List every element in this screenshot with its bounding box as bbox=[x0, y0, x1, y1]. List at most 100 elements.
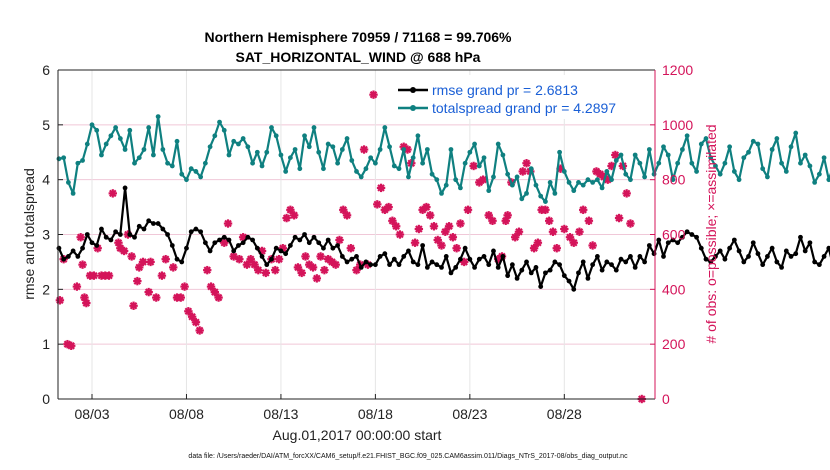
obs-point-stroke bbox=[195, 326, 204, 335]
totalspread-series-point bbox=[467, 149, 473, 155]
obs-point-stroke bbox=[384, 203, 393, 211]
rmse-series-point bbox=[448, 270, 454, 276]
rmse-series-point bbox=[646, 243, 652, 248]
totalspread-series-point bbox=[151, 152, 156, 158]
rmse-series-point bbox=[661, 254, 666, 259]
totalspread-series-point bbox=[519, 196, 525, 202]
obs-point bbox=[203, 265, 212, 275]
obs-point-stroke bbox=[286, 206, 295, 214]
rmse-series-point bbox=[127, 232, 133, 237]
totalspread-series-point bbox=[812, 180, 818, 185]
totalspread-series-point bbox=[155, 114, 161, 120]
obs-point-stroke bbox=[426, 211, 434, 220]
obs-point-stroke bbox=[545, 217, 553, 225]
rmse-series-point bbox=[576, 270, 581, 276]
rmse-series-point bbox=[533, 265, 539, 270]
rmse-series-point bbox=[94, 243, 100, 248]
totalspread-series-point bbox=[269, 125, 274, 130]
rmse-series-point bbox=[779, 265, 784, 270]
totalspread-series-point bbox=[254, 149, 260, 155]
rmse-series-point bbox=[769, 245, 775, 251]
obs-point-stroke bbox=[297, 269, 306, 277]
totalspread-series-point bbox=[250, 160, 255, 166]
totalspread-series-point bbox=[552, 190, 558, 196]
x-axis-label: Aug.01,2017 00:00:00 start bbox=[273, 427, 442, 443]
totalspread-series-point bbox=[462, 160, 468, 166]
y-right-tick-label: 1000 bbox=[662, 117, 693, 133]
totalspread-series-point bbox=[708, 155, 714, 161]
totalspread-series-point bbox=[165, 160, 170, 166]
obs-point-stroke bbox=[120, 247, 128, 255]
rmse-series-point bbox=[826, 245, 830, 251]
obs-point bbox=[312, 274, 322, 283]
totalspread-series-point bbox=[495, 141, 501, 147]
rmse-series-point bbox=[122, 185, 128, 191]
totalspread-series-point bbox=[132, 160, 137, 166]
legend-rmse-label: rmse grand pr = 2.6813 bbox=[432, 82, 578, 98]
totalspread-series-point bbox=[793, 130, 799, 136]
totalspread-series-point bbox=[802, 152, 808, 158]
obs-point-stroke bbox=[592, 167, 601, 176]
obs-point bbox=[463, 205, 473, 215]
obs-point-stroke bbox=[282, 214, 291, 222]
obs-point-stroke bbox=[177, 293, 185, 302]
rmse-series-point bbox=[514, 275, 520, 281]
totalspread-series-point bbox=[75, 160, 81, 166]
obs-point bbox=[565, 233, 575, 242]
obs-point bbox=[271, 265, 280, 275]
x-tick-label: 08/18 bbox=[358, 406, 393, 422]
obs-point bbox=[429, 222, 439, 231]
obs-point-stroke bbox=[369, 90, 378, 99]
totalspread-series-point bbox=[765, 174, 770, 180]
totalspread-series-point bbox=[184, 177, 189, 183]
obs-point-stroke bbox=[449, 233, 457, 242]
totalspread-series-point bbox=[99, 152, 104, 158]
totalspread-series-point bbox=[358, 174, 364, 180]
obs-point-stroke bbox=[469, 162, 478, 170]
totalspread-series-point bbox=[713, 163, 718, 169]
rmse-series-point bbox=[637, 254, 643, 259]
obs-point-stroke bbox=[392, 222, 400, 231]
rmse-series-point bbox=[472, 265, 477, 270]
rmse-series-point bbox=[807, 240, 813, 246]
rmse-series-point bbox=[628, 254, 633, 259]
obs-point bbox=[488, 216, 497, 225]
rmse-series-point bbox=[656, 237, 662, 243]
legend-rmse-marker bbox=[410, 87, 416, 93]
totalspread-series-point bbox=[354, 169, 359, 174]
obs-point-stroke bbox=[144, 288, 153, 296]
totalspread-series-point bbox=[491, 174, 496, 180]
obs-point bbox=[510, 233, 520, 242]
rmse-series-point bbox=[179, 259, 185, 265]
totalspread-series-point bbox=[221, 127, 227, 133]
grid bbox=[58, 70, 655, 399]
rmse-series-point bbox=[750, 240, 756, 246]
obs-point bbox=[541, 205, 550, 215]
obs-point-stroke bbox=[484, 211, 493, 220]
rmse-series-point bbox=[443, 254, 449, 259]
totalspread-series-point bbox=[618, 152, 624, 158]
rmse-series-point bbox=[287, 243, 293, 248]
rmse-series-point bbox=[566, 278, 572, 284]
obs-point-stroke bbox=[275, 255, 283, 263]
rmse-series-point bbox=[99, 226, 104, 232]
totalspread-series-point bbox=[434, 177, 440, 183]
totalspread-series-point bbox=[576, 180, 581, 185]
obs-point-stroke bbox=[203, 266, 212, 274]
obs-point-stroke bbox=[235, 255, 244, 263]
totalspread-series-point bbox=[391, 163, 397, 169]
obs-point-stroke bbox=[522, 159, 531, 167]
totalspread-series-point bbox=[264, 149, 270, 155]
rmse-series-point bbox=[609, 262, 614, 268]
y-left-tick-label: 2 bbox=[42, 281, 50, 297]
obs-point-stroke bbox=[534, 238, 542, 247]
obs-point-stroke bbox=[246, 255, 255, 263]
rmse-series-point bbox=[816, 262, 822, 268]
rmse-series-point bbox=[278, 248, 284, 254]
rmse-series-point bbox=[538, 284, 544, 289]
rmse-series-point bbox=[481, 254, 487, 259]
rmse-series-point bbox=[207, 248, 213, 254]
obs-point-stroke bbox=[180, 282, 189, 291]
rmse-series-point bbox=[623, 259, 629, 265]
totalspread-series-point bbox=[382, 125, 388, 130]
